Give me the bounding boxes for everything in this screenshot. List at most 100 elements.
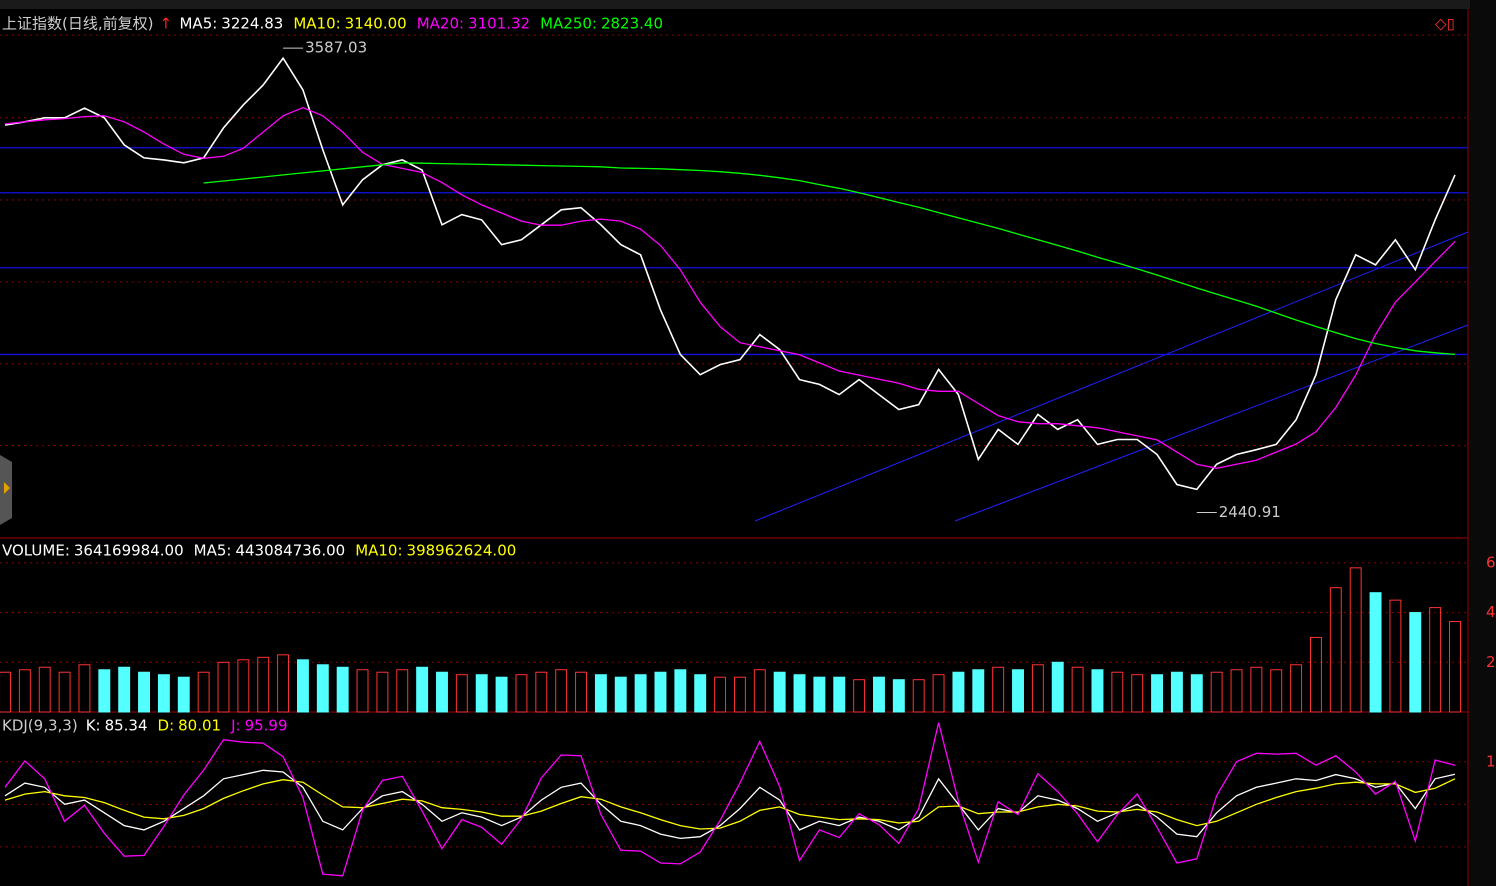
volume-bar — [455, 674, 468, 713]
volume-bar — [177, 676, 190, 713]
volume-bar — [237, 659, 250, 713]
legend-name: VOLUME: — [2, 542, 70, 560]
volume-bar — [1290, 664, 1303, 713]
volume-bar — [1051, 661, 1064, 713]
annotation: 2440.91 — [1219, 503, 1281, 521]
right-axis-strip — [1470, 0, 1496, 886]
volume-bar — [853, 679, 866, 713]
series-line — [4, 722, 1456, 877]
volume-bar — [912, 679, 925, 713]
volume-bar — [515, 674, 528, 713]
volume-bar — [1250, 666, 1263, 713]
volume-bar — [1091, 669, 1104, 713]
volume-bar — [972, 669, 985, 713]
y-tick-label: 1 — [1486, 752, 1496, 770]
volume-bar — [733, 676, 746, 713]
volume-bar — [1131, 674, 1144, 713]
volume-bar — [138, 671, 151, 713]
volume-bar — [1349, 567, 1362, 713]
legend-value: 85.34 — [105, 717, 148, 735]
volume-bar — [753, 669, 766, 713]
volume-bar — [0, 671, 11, 713]
series-line — [203, 162, 1456, 356]
volume-bar — [793, 674, 806, 713]
volume-bar — [1449, 621, 1461, 713]
legend-name: K: — [86, 717, 101, 735]
window-icon[interactable]: ◇▯ — [1435, 15, 1455, 33]
panel-title: KDJ(9,3,3) — [2, 717, 78, 735]
annotation: 3587.03 — [305, 39, 367, 57]
volume-bar — [356, 669, 369, 713]
legend-value: 398962624.00 — [407, 542, 517, 560]
legend-value: 3140.00 — [345, 15, 407, 33]
volume-bar — [495, 676, 508, 713]
volume-bar — [257, 656, 270, 713]
volume-bar — [1151, 674, 1164, 713]
volume-bar — [992, 666, 1005, 713]
volume-bar — [674, 669, 687, 713]
series-line — [4, 769, 1456, 840]
volume-bar — [118, 666, 131, 713]
volume-bar — [873, 676, 885, 713]
volume-bar — [1329, 587, 1342, 713]
volume-bar — [1369, 592, 1382, 713]
volume-bar — [813, 676, 826, 713]
volume-bar — [892, 679, 905, 713]
volume-bar — [932, 674, 945, 713]
legend-value: 2823.40 — [601, 15, 663, 33]
volume-bar — [952, 671, 965, 713]
volume-bar — [38, 666, 51, 713]
volume-bar — [18, 669, 31, 713]
volume-bar — [634, 674, 647, 713]
series-line — [4, 56, 1456, 491]
legend-name: MA5: — [194, 542, 232, 560]
legend-value: 95.99 — [245, 717, 288, 735]
legend-value: 3101.32 — [468, 15, 530, 33]
volume-bar — [58, 671, 71, 713]
volume-bar — [1071, 666, 1084, 713]
volume-bar — [157, 674, 170, 713]
side-tab-arrow — [4, 482, 10, 494]
volume-bar — [376, 671, 389, 713]
volume-bar — [1270, 669, 1283, 713]
legend-name: MA5: — [179, 15, 217, 33]
volume-bar — [1210, 671, 1223, 713]
volume-bar — [197, 671, 210, 713]
legend-value: 443084736.00 — [235, 542, 345, 560]
volume-bar — [1409, 612, 1422, 713]
trend-line — [954, 324, 1469, 522]
legend-arrow: ↑ — [159, 15, 172, 33]
legend-name: MA10: — [355, 542, 402, 560]
volume-bar — [555, 669, 568, 713]
legend-name: MA10: — [293, 15, 340, 33]
series-line — [4, 778, 1456, 830]
volume-bar — [316, 664, 329, 713]
volume-bar — [654, 671, 667, 713]
volume-bar — [773, 671, 786, 713]
volume-bar — [1012, 669, 1024, 713]
volume-bar — [78, 664, 91, 713]
volume-bar — [614, 676, 627, 713]
volume-bar — [296, 659, 309, 713]
volume-bar — [396, 669, 409, 713]
legend-name: D: — [158, 717, 175, 735]
legend-value: 80.01 — [178, 717, 221, 735]
panel-title: 上证指数(日线,前复权) — [2, 15, 153, 33]
series-line — [4, 106, 1456, 469]
volume-bar — [1429, 607, 1442, 713]
volume-bar — [475, 674, 488, 713]
legend-name: MA20: — [417, 15, 464, 33]
legend-name: J: — [230, 717, 240, 735]
volume-bar — [436, 671, 448, 713]
volume-bar — [1031, 664, 1044, 713]
toolbar-strip — [0, 0, 1496, 9]
volume-bar — [535, 671, 548, 713]
volume-bar — [277, 654, 290, 713]
volume-bar — [1190, 674, 1203, 713]
trend-line — [754, 231, 1469, 522]
volume-bar — [336, 666, 349, 713]
volume-bar — [416, 666, 429, 713]
